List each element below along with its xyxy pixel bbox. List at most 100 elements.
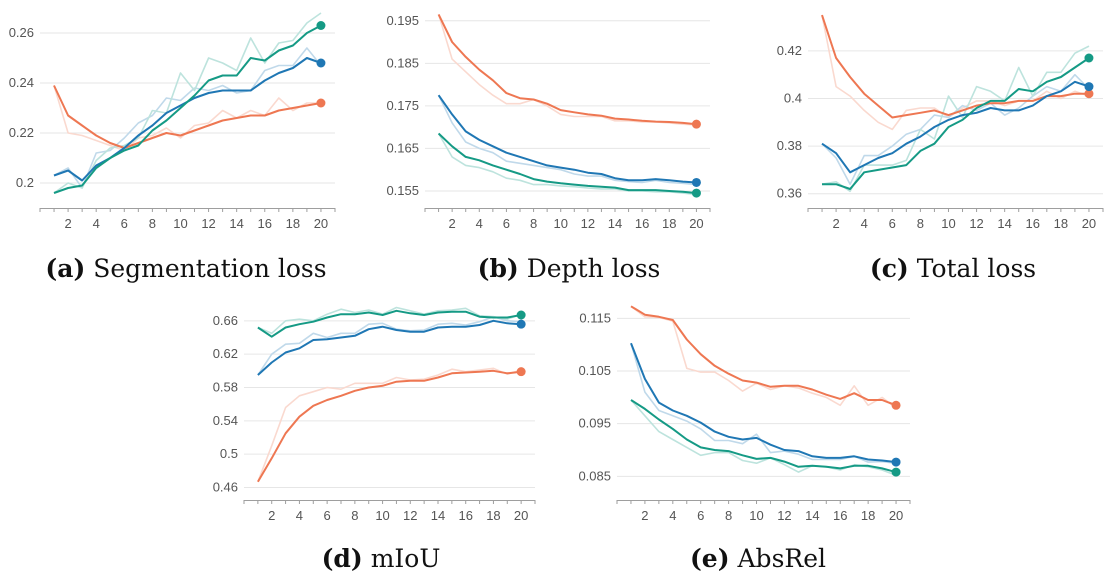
x-tick-label: 10 xyxy=(173,216,187,231)
y-tick-label: 0.105 xyxy=(578,363,611,378)
x-tick-label: 14 xyxy=(229,216,243,231)
caption-tag: (d) xyxy=(321,544,363,573)
caption-text: mIoU xyxy=(370,544,441,573)
x-tick-label: 12 xyxy=(581,216,595,231)
series-line-teal xyxy=(630,399,897,474)
x-tick-label: 2 xyxy=(641,508,648,523)
caption-miou: (d) mIoU xyxy=(322,544,441,573)
y-tick-label: 0.36 xyxy=(777,186,802,201)
y-tick-label: 0.62 xyxy=(213,346,238,361)
x-tick-label: 12 xyxy=(777,508,791,523)
series-raw-line-orange xyxy=(53,85,321,152)
series-end-point-blue xyxy=(891,457,901,467)
x-tick-label: 20 xyxy=(889,508,903,523)
series-end-point-teal xyxy=(891,467,901,477)
series-end-point-orange xyxy=(891,400,901,410)
x-tick-label: 8 xyxy=(917,216,924,231)
x-tick-label: 20 xyxy=(1082,216,1096,231)
x-tick-label: 8 xyxy=(530,216,537,231)
caption-text: Depth loss xyxy=(526,254,661,283)
x-tick-label: 6 xyxy=(503,216,510,231)
caption-total-loss: (c) Total loss xyxy=(870,254,1036,283)
caption-tag: (e) xyxy=(689,544,730,573)
series-line-teal xyxy=(257,309,522,338)
series-line-orange xyxy=(257,369,522,483)
caption-tag: (a) xyxy=(45,254,86,283)
x-tick-label: 6 xyxy=(121,216,128,231)
y-tick-label: 0.2 xyxy=(16,175,34,190)
y-tick-label: 0.155 xyxy=(386,183,419,198)
series-end-point-teal xyxy=(516,310,526,320)
chart-miou: 0.46 0.5 0.54 0.58 0.62 0.66 2 4 6 8 10 12 14 16 18 20 xyxy=(200,292,545,537)
chart-svg: 0.155 0.165 0.175 0.185 0.195 2 4 6 8 10 12 14 16 18 2… xyxy=(386,13,711,231)
y-tick-label: 0.42 xyxy=(777,43,802,58)
series-line-blue xyxy=(257,319,522,376)
series-end-point-teal xyxy=(316,21,326,30)
x-tick-label: 10 xyxy=(749,508,763,523)
series-end-point-teal xyxy=(691,188,701,198)
x-tick-label: 14 xyxy=(608,216,622,231)
series-raw-line-orange xyxy=(257,367,522,482)
series-line-blue xyxy=(630,342,897,464)
series-end-point-blue xyxy=(691,177,701,187)
x-tick-label: 4 xyxy=(861,216,868,231)
x-tick-label: 2 xyxy=(64,216,71,231)
chart-depth-loss: 0.155 0.165 0.175 0.185 0.195 2 4 6 8 10 12 14 16 18 2… xyxy=(375,0,720,231)
y-tick-label: 0.22 xyxy=(9,125,34,140)
x-tick-label: 18 xyxy=(662,216,676,231)
series-raw-line-teal xyxy=(53,12,322,194)
series-end-point-teal xyxy=(1084,53,1094,63)
x-tick-label: 10 xyxy=(375,508,389,523)
y-tick-label: 0.165 xyxy=(386,140,419,155)
x-tick-label: 6 xyxy=(324,508,331,523)
x-tick-label: 10 xyxy=(941,216,955,231)
y-tick-label: 0.185 xyxy=(386,55,419,70)
series-raw-line-teal xyxy=(630,399,897,477)
series-line-blue xyxy=(821,80,1090,174)
series-raw-line-blue xyxy=(257,315,522,376)
x-tick-label: 18 xyxy=(286,216,300,231)
x-tick-label: 16 xyxy=(635,216,649,231)
x-tick-label: 2 xyxy=(449,216,456,231)
chart-svg: 0.2 0.22 0.24 0.26 2 4 6 8 10 12 14 16 18 20 xyxy=(9,12,336,231)
series-line-teal xyxy=(437,132,697,195)
x-tick-label: 6 xyxy=(697,508,704,523)
series-raw-line-orange xyxy=(437,14,697,126)
series-raw-line-blue xyxy=(630,342,897,464)
y-tick-label: 0.58 xyxy=(213,380,238,395)
chart-total-loss: 0.36 0.38 0.4 0.42 2 4 6 8 10 12 14 16 18 20 xyxy=(760,0,1105,231)
y-tick-label: 0.195 xyxy=(386,13,419,28)
x-tick-label: 4 xyxy=(476,216,483,231)
y-tick-label: 0.4 xyxy=(784,90,802,105)
y-tick-label: 0.38 xyxy=(777,138,802,153)
chart-absrel: 0.085 0.095 0.105 0.115 2 4 6 8 10 12 14 16 18 20 xyxy=(565,292,911,537)
caption-depth-loss: (b) Depth loss xyxy=(478,254,661,283)
x-tick-label: 2 xyxy=(268,508,275,523)
x-tick-label: 16 xyxy=(1026,216,1040,231)
series-line-teal xyxy=(822,57,1090,190)
y-tick-label: 0.085 xyxy=(578,468,611,483)
caption-tag: (c) xyxy=(869,254,909,283)
caption-text: Total loss xyxy=(916,254,1037,283)
x-tick-label: 4 xyxy=(296,508,303,523)
y-tick-label: 0.24 xyxy=(9,75,34,90)
x-tick-label: 8 xyxy=(351,508,358,523)
y-tick-label: 0.095 xyxy=(578,416,611,431)
caption-tag: (b) xyxy=(477,254,519,283)
series-raw-line-teal xyxy=(257,306,522,335)
chart-svg: 0.36 0.38 0.4 0.42 2 4 6 8 10 12 14 16 18 20 xyxy=(777,14,1104,231)
caption-text: Segmentation loss xyxy=(93,254,327,283)
series-raw-line-blue xyxy=(437,94,697,186)
series-end-point-blue xyxy=(516,319,526,329)
x-tick-label: 4 xyxy=(93,216,100,231)
series-line-teal xyxy=(53,24,322,194)
x-tick-label: 10 xyxy=(553,216,567,231)
y-tick-label: 0.115 xyxy=(579,310,611,325)
series-raw-line-blue xyxy=(53,47,322,189)
x-tick-label: 8 xyxy=(725,508,732,523)
x-tick-label: 20 xyxy=(514,508,528,523)
x-tick-label: 14 xyxy=(997,216,1011,231)
chart-svg: 0.085 0.095 0.105 0.115 2 4 6 8 10 12 14 16 18 20 xyxy=(578,305,911,523)
x-tick-label: 14 xyxy=(805,508,819,523)
x-tick-label: 20 xyxy=(314,216,328,231)
